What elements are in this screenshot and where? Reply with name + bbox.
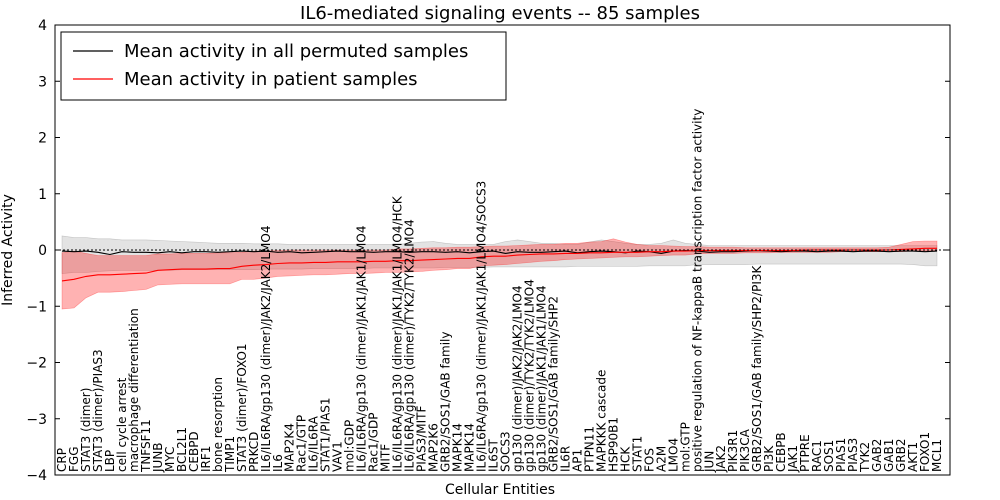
y-tick-label: 1 xyxy=(38,187,47,203)
entity-label: FOS xyxy=(642,448,656,472)
patient-mean-line xyxy=(61,247,937,282)
entity-label: PIAS3/MITF xyxy=(415,405,429,472)
entity-label: Rac1/GTP xyxy=(295,415,309,472)
entity-label: GAB2 xyxy=(870,439,884,472)
entity-label: STAT1 xyxy=(630,436,644,472)
y-tick-label: −3 xyxy=(26,412,47,428)
entity-label: AKT1 xyxy=(906,442,920,472)
entity-label: PIK3CA xyxy=(738,428,752,472)
legend-entry-patient: Mean activity in patient samples xyxy=(124,69,418,90)
entity-label: Rac1/GDP xyxy=(367,413,381,472)
entity-label: HSP90B1 xyxy=(606,417,620,472)
entity-label: PRKCD xyxy=(247,432,261,472)
entity-label: PIAS3 xyxy=(846,438,860,472)
y-axis: −4 −3 −2 −1 0 1 2 3 4 xyxy=(26,18,950,484)
entity-label: IL6/IL6RA/gp130 (dimer)/JAK1/JAK1/LMO4/H… xyxy=(391,195,405,472)
y-tick-label: 3 xyxy=(38,74,47,90)
entity-label: MITF xyxy=(379,444,393,472)
y-tick-label: 4 xyxy=(38,18,47,34)
entity-label: CEBPB xyxy=(774,432,788,472)
entity-label: IL6R xyxy=(558,446,572,472)
entity-label: PTPRE xyxy=(798,434,812,472)
entity-label: HCK xyxy=(618,446,632,472)
entity-label: IL6/IL6RA xyxy=(307,415,321,472)
entity-label: JAK1 xyxy=(786,445,800,473)
entity-label: LMO4 xyxy=(666,438,680,472)
entity-label: positive regulation of NF-kappaB transcr… xyxy=(690,109,704,472)
entity-label: JUNB xyxy=(151,442,165,473)
entity-label: FOXO1 xyxy=(918,432,932,472)
entity-label: VAV1 xyxy=(331,441,345,472)
y-tick-label: −2 xyxy=(26,356,47,372)
entity-label: IL6/IL6RA/gp130 (dimer)/JAK2/JAK2/LMO4 xyxy=(259,226,273,472)
entity-label: gp130 (dimer)/JAK1/JAK1/LMO4 xyxy=(535,285,549,472)
legend-entry-permuted: Mean activity in all permuted samples xyxy=(124,41,468,62)
entity-label: IRF1 xyxy=(199,446,213,472)
y-axis-label: Inferred Activity xyxy=(0,194,16,306)
entity-label: gp130 (dimer)/TYK2/TYK2/LMO4 xyxy=(523,279,537,472)
entity-label: TNFSF11 xyxy=(139,419,153,473)
x-axis-label: Cellular Entities xyxy=(445,482,555,498)
entity-label: TIMP1 xyxy=(223,436,237,473)
entity-label: MAPK14 xyxy=(451,423,465,472)
entity-label: STAT3 (dimer) xyxy=(79,388,93,472)
entity-label: IL6/IL6RA/gp130 (dimer)/JAK1/JAK1/LMO4/S… xyxy=(475,181,489,472)
legend-frame xyxy=(60,31,507,101)
entity-label: AP1 xyxy=(570,449,584,472)
entity-label: IL6ST xyxy=(487,439,501,472)
entity-label: GRB2/SOS1/GAB family/SHP2 xyxy=(546,296,560,472)
entity-label: GRB2 xyxy=(894,438,908,472)
entity-label: PIK3R1 xyxy=(726,430,740,472)
entity-label: gp130 (dimer)/JAK2/JAK2/LMO4 xyxy=(511,285,525,472)
entity-label: CEBPD xyxy=(187,431,201,472)
entity-label: MCL1 xyxy=(930,439,944,472)
entity-label: FGG xyxy=(67,447,81,473)
entity-label: PI3K xyxy=(762,445,776,472)
legend: Mean activity in all permuted samples Me… xyxy=(60,31,507,101)
y-tick-label: −1 xyxy=(26,299,47,315)
entity-label: JUN xyxy=(702,451,716,473)
entity-label: MYC xyxy=(163,447,177,472)
entity-label: cell cycle arrest xyxy=(115,377,129,472)
entity-label: MAPK14 xyxy=(463,423,477,472)
entity-label: GAB1 xyxy=(882,439,896,472)
entity-label: A2M xyxy=(654,446,668,472)
entity-label: JAK2 xyxy=(714,445,728,473)
entity-label: MAPKKK cascade xyxy=(594,370,608,472)
entity-label: STAT3 (dimer)/FOXO1 xyxy=(235,343,249,472)
entity-label: bone resorption xyxy=(211,377,225,472)
entity-label: SOCS3 xyxy=(499,431,513,472)
entity-label: PIAS1 xyxy=(834,438,848,472)
entity-label: PTPN11 xyxy=(582,426,596,472)
series-lines xyxy=(61,247,938,282)
entity-label: BCL2L1 xyxy=(175,427,189,472)
entity-label: IL6 xyxy=(271,454,285,472)
entity-label: RAC1 xyxy=(810,440,824,472)
permuted-mean-line xyxy=(61,250,938,256)
chart-title: IL6-mediated signaling events -- 85 samp… xyxy=(300,3,700,24)
entity-label: mol:GDP xyxy=(343,420,357,472)
entity-label: LBP xyxy=(103,450,117,472)
y-tick-label: −4 xyxy=(26,468,47,484)
y-tick-label: 0 xyxy=(38,243,47,259)
entity-label: MAP2K6 xyxy=(427,423,441,472)
entity-label: STAT3 (dimer)/PIAS3 xyxy=(91,349,105,472)
entity-label: GRB2/SOS1/GAB family xyxy=(439,332,453,473)
entity-label: GRB2/SOS1/GAB family/SHP2/PI3K xyxy=(750,264,764,472)
entity-label: CRP xyxy=(55,448,69,472)
y-tick-label: 2 xyxy=(38,131,47,147)
entity-label: IL6/IL6RA/gp130 (dimer)/JAK1/JAK1/LMO4 xyxy=(355,226,369,472)
entity-label: STAT1/PIAS1 xyxy=(319,397,333,472)
entity-label: MAP2K4 xyxy=(283,423,297,472)
entity-label: mol:GTP xyxy=(678,422,692,472)
entity-label: macrophage differentiation xyxy=(127,308,141,472)
entity-label: IL6/IL6RA/gp130 (dimer)/TYK2/TYK2/LMO4 xyxy=(403,219,417,472)
entity-label: SOS1 xyxy=(822,440,836,472)
plot-frame xyxy=(54,24,951,476)
entity-label: TYK2 xyxy=(858,442,872,473)
permuted-band xyxy=(61,235,938,274)
